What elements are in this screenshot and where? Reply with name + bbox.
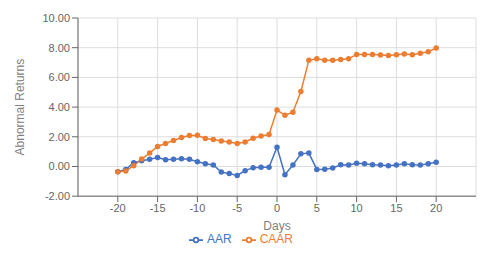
svg-text:0: 0 — [274, 202, 280, 214]
svg-text:0.00: 0.00 — [49, 160, 70, 172]
svg-text:20: 20 — [430, 202, 442, 214]
svg-text:15: 15 — [390, 202, 402, 214]
svg-text:10: 10 — [350, 202, 362, 214]
html-text:AAR: AAR — [207, 232, 232, 247]
svg-text:-20: -20 — [110, 202, 126, 214]
svg-text:4.00: 4.00 — [49, 101, 70, 113]
svg-text:-2.00: -2.00 — [45, 190, 70, 202]
svg-text:Abnormal Returns: Abnormal Returns — [13, 59, 27, 156]
svg-text:-5: -5 — [232, 202, 242, 214]
svg-text:6.00: 6.00 — [49, 71, 70, 83]
svg-text:-15: -15 — [150, 202, 166, 214]
svg-text:Days: Days — [263, 219, 290, 233]
html-text:CAAR: CAAR — [259, 232, 293, 247]
svg-text:-10: -10 — [189, 202, 205, 214]
svg-text:5: 5 — [314, 202, 320, 214]
svg-text:8.00: 8.00 — [49, 42, 70, 54]
svg-text:2.00: 2.00 — [49, 131, 70, 143]
svg-text:10.00: 10.00 — [42, 12, 70, 24]
